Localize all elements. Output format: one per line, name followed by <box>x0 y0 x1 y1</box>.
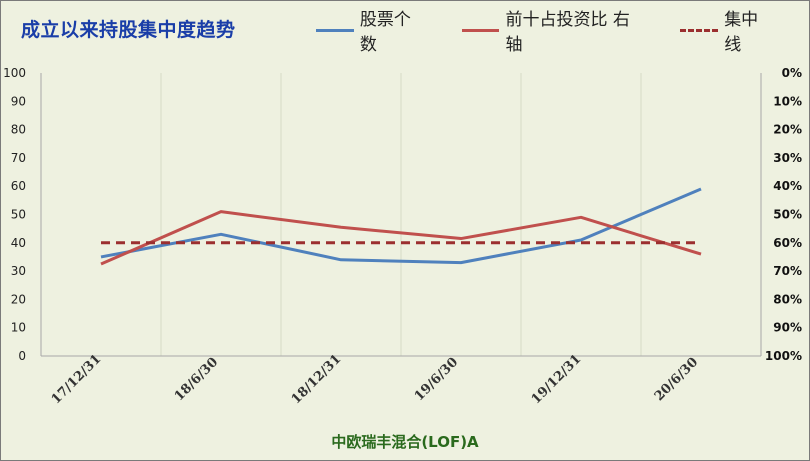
y-left-tick-label: 0 <box>18 349 26 363</box>
legend-swatch-stock-count <box>316 28 354 32</box>
y-left-tick-label: 30 <box>11 264 26 278</box>
series-line-top10-ratio <box>100 210 702 266</box>
y-right-tick-label: 60% <box>773 236 802 250</box>
y-right-tick-label: 90% <box>773 321 802 335</box>
y-left-tick-label: 10 <box>11 321 26 335</box>
y-left-tick-label: 20 <box>11 292 26 306</box>
x-tick-label: 17/12/31 <box>49 352 105 408</box>
x-tick-label: 18/6/30 <box>172 355 221 404</box>
y-right-tick-label: 40% <box>773 179 802 193</box>
series-line-stock-count <box>100 187 702 265</box>
legend-label-center-line: 集中线 <box>724 10 759 55</box>
legend-label-stock-count: 股票个数 <box>359 10 411 55</box>
y-right-tick-label: 50% <box>773 208 802 222</box>
x-tick-label: 20/6/30 <box>652 355 701 404</box>
legend-swatch-center-line <box>680 28 719 32</box>
x-tick-label: 18/12/31 <box>289 352 345 408</box>
legend-label-top10-ratio: 前十占投资比 右轴 <box>505 10 630 55</box>
y-left-tick-label: 80 <box>11 123 26 137</box>
y-right-tick-label: 70% <box>773 264 802 278</box>
y-left-tick-label: 70 <box>11 151 26 165</box>
y-right-tick-label: 20% <box>773 123 802 137</box>
y-left-tick-label: 60 <box>11 179 26 193</box>
legend-swatch-top10-ratio <box>461 28 500 32</box>
legend-item-top10-ratio: 前十占投资比 右轴 <box>461 5 647 55</box>
x-tick-label: 19/12/31 <box>529 352 585 408</box>
y-right-tick-label: 0% <box>782 66 802 80</box>
legend: 股票个数 前十占投资比 右轴 集中线 <box>316 10 809 55</box>
y-right-tick-label: 30% <box>773 151 802 165</box>
legend-item-stock-count: 股票个数 <box>316 5 428 55</box>
fund-name: 中欧瑞丰混合(LOF)A <box>331 433 479 451</box>
y-right-tick-label: 80% <box>773 292 802 306</box>
y-right-tick-label: 10% <box>773 94 802 108</box>
legend-item-center-line: 集中线 <box>680 5 775 55</box>
y-right-tick-label: 100% <box>765 349 802 363</box>
x-tick-label: 19/6/30 <box>412 355 461 404</box>
y-left-tick-label: 50 <box>11 208 26 222</box>
y-left-tick-label: 90 <box>11 94 26 108</box>
y-left-tick-label: 100 <box>3 66 26 80</box>
chart-title: 成立以来持股集中度趋势 <box>21 19 236 41</box>
y-left-tick-label: 40 <box>11 236 26 250</box>
